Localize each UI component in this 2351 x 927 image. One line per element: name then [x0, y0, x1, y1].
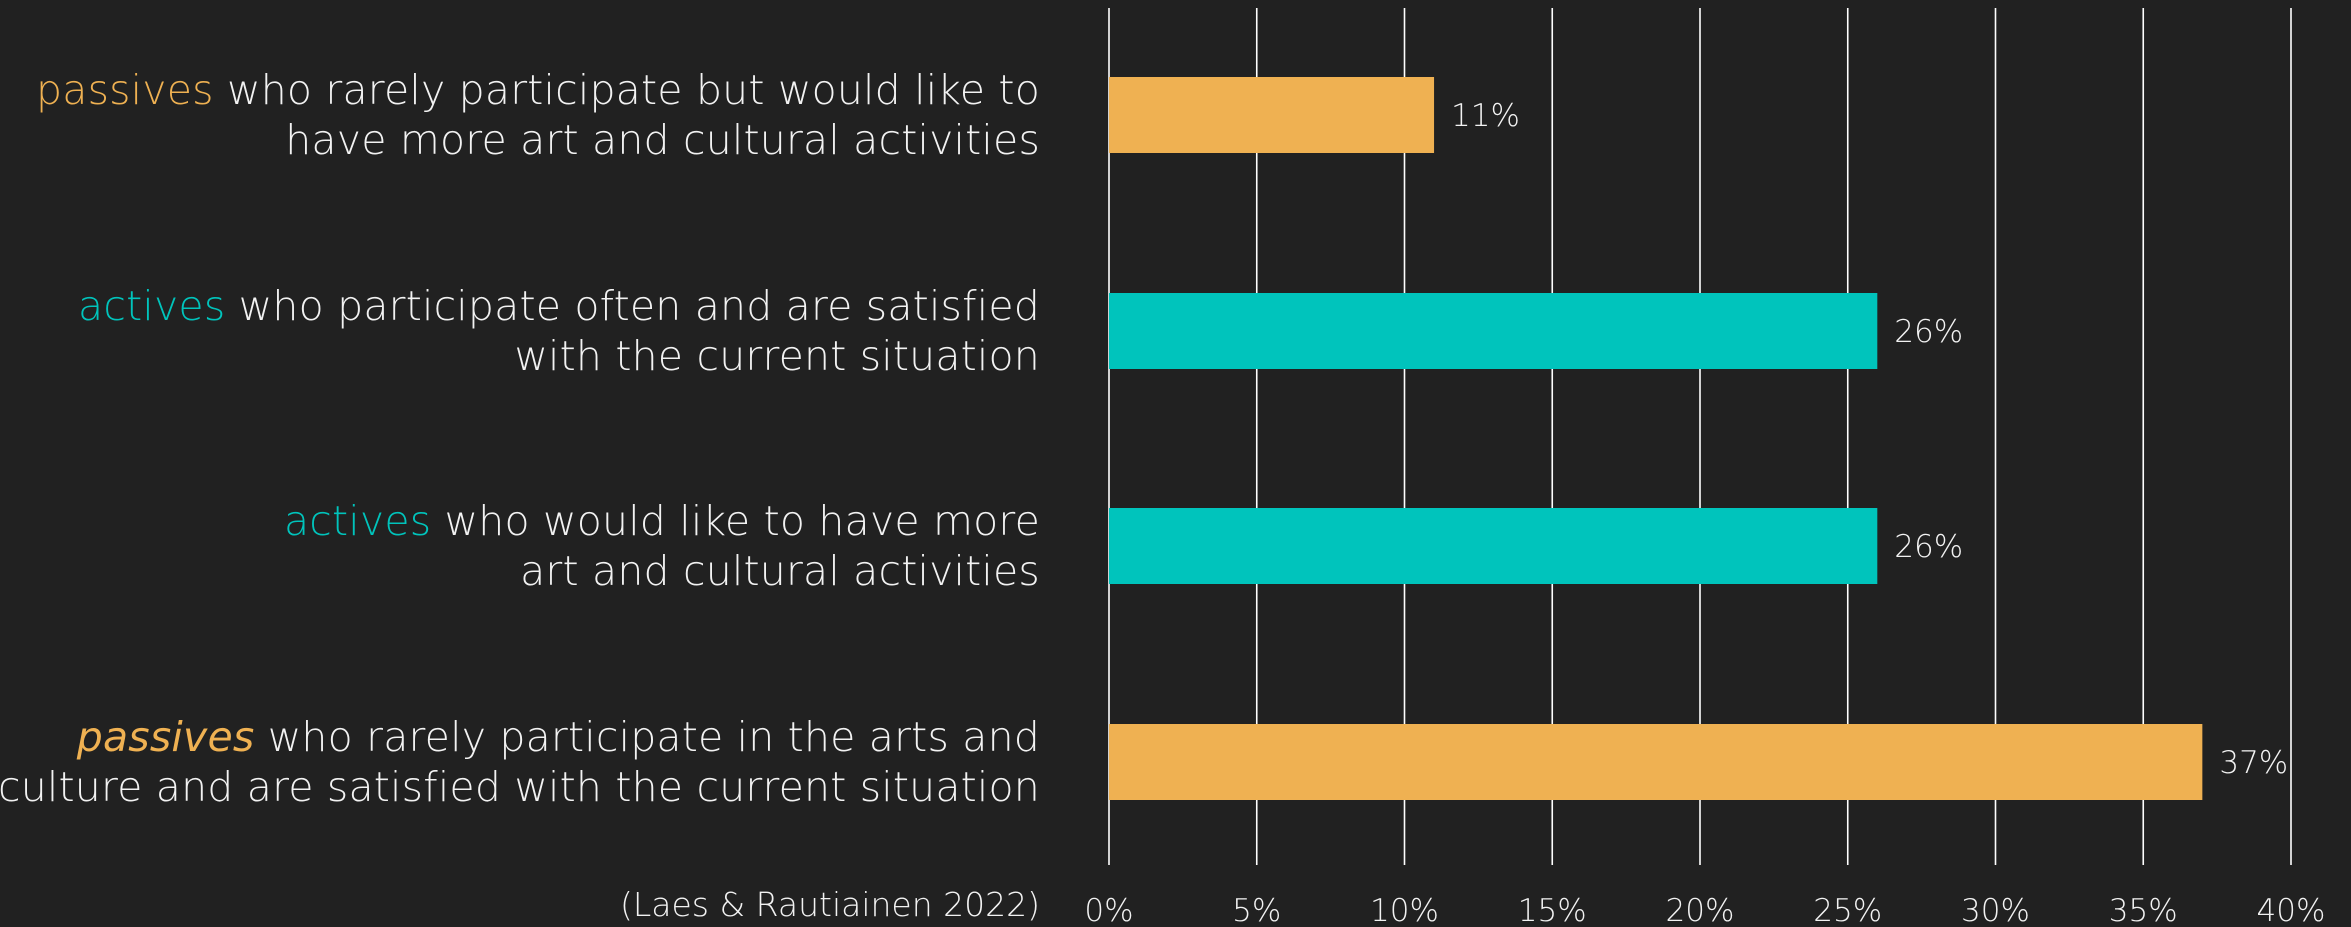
category-label: actives who participate often and are sa… [78, 281, 1040, 381]
x-tick-label: 15% [1518, 893, 1587, 927]
category-label-line: with the current situation [514, 332, 1040, 380]
category-label: passives who rarely participate in the a… [0, 712, 1040, 812]
bar-value-label: 26% [1894, 314, 1963, 350]
category-keyword: passives [36, 66, 214, 114]
bars [1109, 77, 2203, 800]
category-keyword: passives [76, 713, 255, 761]
category-label-line: culture and are satisfied with the curre… [0, 763, 1040, 811]
category-label: actives who would like to have more art a… [284, 496, 1040, 596]
x-tick-label: 25% [1813, 893, 1882, 927]
x-tick-label: 0% [1084, 893, 1133, 927]
category-label: passives who rarely participate but woul… [36, 65, 1040, 165]
bar-value-label: 37% [2219, 745, 2288, 781]
value-labels: 11% 26% 26% 37% [1451, 98, 2288, 781]
category-label-line: actives who would like to have more [284, 496, 1040, 546]
bar [1109, 293, 1878, 369]
x-tick-label: 30% [1961, 893, 2030, 927]
x-tick-label: 10% [1370, 893, 1439, 927]
x-tick-label: 20% [1666, 893, 1735, 927]
category-label-text: who rarely participate but would like to [213, 66, 1040, 114]
x-tick-label: 35% [2109, 893, 2178, 927]
bar [1109, 77, 1435, 153]
category-label-line: passives who rarely participate in the a… [0, 712, 1040, 762]
category-label-text: who would like to have more [431, 497, 1040, 545]
x-tick-label: 5% [1232, 893, 1281, 927]
category-label-text: who participate often and are satisfied [225, 282, 1040, 330]
category-keyword: actives [78, 282, 226, 330]
category-label-text: who rarely participate in the arts and [254, 713, 1040, 761]
source-note: (Laes & Rautiainen 2022) [619, 885, 1040, 924]
bar-value-label: 11% [1451, 98, 1520, 134]
bar [1109, 724, 2203, 800]
category-label-line: actives who participate often and are sa… [78, 281, 1040, 331]
category-label-line: have more art and cultural activities [285, 116, 1040, 164]
x-tick-label: 40% [2257, 893, 2326, 927]
category-label-line: passives who rarely participate but woul… [36, 65, 1040, 115]
x-tick-labels: 0% 5% 10% 15% 20% 25% 30% 35% 40% [1084, 893, 2325, 927]
category-label-line: art and cultural activities [520, 547, 1040, 595]
category-keyword: actives [283, 497, 432, 545]
bar [1109, 508, 1878, 584]
bar-value-label: 26% [1894, 529, 1963, 565]
